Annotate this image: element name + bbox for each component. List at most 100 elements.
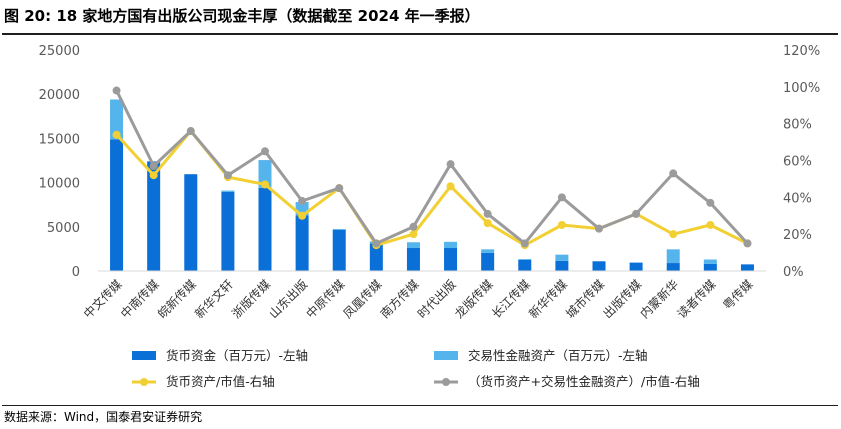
left-tick-label: 15000 [39, 132, 80, 147]
legend-swatch [132, 351, 156, 360]
category-label: 新华传媒 [525, 277, 570, 322]
category-label: 粤传媒 [719, 277, 755, 313]
right-tick-label: 0% [783, 265, 804, 280]
bar-financial-assets [110, 99, 124, 140]
right-tick-label: 20% [783, 228, 812, 243]
bar-cash [184, 174, 198, 271]
legend-marker [140, 378, 148, 386]
category-label: 城市传媒 [563, 277, 608, 322]
left-tick-label: 0 [72, 265, 80, 280]
bar-financial-assets [703, 259, 717, 264]
category-label: 浙版传媒 [229, 277, 274, 322]
bar-financial-assets [666, 249, 680, 264]
bar-cash [147, 161, 161, 271]
cash-ratio-point [446, 182, 455, 191]
right-tick-label: 80% [783, 118, 812, 133]
total-ratio-point [706, 198, 715, 207]
bar-cash [555, 260, 569, 271]
category-label: 凤凰传媒 [340, 277, 385, 322]
category-label: 内蒙新华 [637, 277, 682, 322]
total-ratio-line [115, 89, 749, 245]
bar-cash [369, 243, 383, 271]
cash-ratio-point [557, 220, 566, 229]
bar-cash [629, 262, 643, 271]
right-tick-label: 40% [783, 191, 812, 206]
bar-financial-assets [555, 254, 569, 261]
category-label: 皖新传媒 [154, 277, 199, 322]
category-label: 中文传媒 [80, 277, 125, 322]
bar-cash [110, 139, 124, 271]
title-rule [2, 33, 838, 35]
bar-cash [444, 248, 458, 271]
category-label: 山东出版 [266, 277, 310, 321]
bar-cash [666, 263, 680, 271]
total-ratio-point [372, 239, 381, 248]
bar-cash [703, 263, 717, 271]
source-rule [2, 405, 838, 406]
category-label: 中原传媒 [303, 277, 348, 322]
category-label: 长江传媒 [488, 277, 533, 322]
total-ratio-point [335, 184, 344, 193]
bar-cash [518, 259, 532, 271]
legend-swatch [434, 351, 458, 360]
total-ratio-point [261, 147, 269, 156]
category-label: 中南传媒 [117, 277, 162, 322]
cash-ratio-point [409, 230, 418, 239]
bar-financial-assets [444, 241, 458, 249]
right-tick-label: 60% [783, 155, 812, 170]
category-label: 出版传媒 [600, 277, 645, 322]
right-tick-label: 120% [783, 44, 820, 59]
bars [110, 99, 754, 271]
total-ratio-point [632, 209, 641, 218]
left-tick-label: 25000 [39, 44, 80, 59]
total-ratio-point [149, 162, 158, 171]
figure-title: 图 20: 18 家地方国有出版公司现金丰厚（数据截至 2024 年一季报） [4, 7, 480, 25]
category-label: 读者传媒 [674, 277, 719, 322]
category-labels: 中文传媒中南传媒皖新传媒新华文轩浙版传媒山东出版中原传媒凤凰传媒南方传媒时代出版… [80, 277, 755, 322]
total-ratio-point [112, 86, 121, 95]
left-tick-label: 20000 [39, 88, 80, 103]
cash-ratio-point [706, 220, 715, 229]
bar-financial-assets [221, 190, 235, 192]
total-ratio-point [186, 127, 195, 136]
bar-cash [592, 261, 606, 271]
category-label: 南方传媒 [377, 277, 422, 322]
left-tick-label: 10000 [39, 177, 80, 192]
bar-cash [221, 191, 235, 271]
cash-ratio-point [298, 211, 307, 220]
bar-cash [258, 187, 272, 271]
total-ratio-point [743, 239, 752, 248]
legend-label: 交易性金融资产（百万元）-左轴 [468, 348, 648, 363]
total-ratio-point [669, 169, 678, 178]
bar-financial-assets [406, 242, 420, 249]
source-note: 数据来源：Wind，国泰君安证券研究 [4, 410, 203, 424]
lines [112, 86, 752, 250]
right-axis: 0% 20% 40% 60% 80% 100% 120% [783, 44, 820, 280]
legend-label: 货币资金（百万元）-左轴 [166, 348, 308, 363]
cash-ratio-point [261, 180, 269, 189]
bar-financial-assets [518, 259, 532, 260]
category-label: 时代出版 [415, 277, 459, 321]
left-tick-label: 5000 [47, 221, 80, 236]
total-ratio-point [446, 160, 455, 169]
cash-ratio-point [112, 130, 121, 139]
total-ratio-point [483, 209, 492, 218]
total-ratio-point [595, 224, 603, 233]
bar-financial-assets [332, 229, 346, 230]
legend-label: 货币资产/市值-右轴 [166, 374, 275, 389]
bar-financial-assets [258, 160, 272, 188]
cash-ratio-point [483, 219, 492, 228]
cash-ratio-point [669, 230, 678, 239]
total-ratio-point [298, 197, 307, 206]
right-tick-label: 100% [783, 81, 820, 96]
category-label: 新华文轩 [191, 277, 236, 322]
cash-ratio-point [149, 171, 158, 180]
legend-label: （货币资产+交易性金融资产）/市值-右轴 [468, 374, 700, 389]
bar-cash [481, 252, 495, 271]
total-ratio-point [409, 222, 418, 231]
bar-financial-assets [481, 249, 495, 253]
cash-ratio-line [115, 129, 749, 247]
bar-cash [740, 264, 754, 271]
total-ratio-point [520, 239, 529, 248]
